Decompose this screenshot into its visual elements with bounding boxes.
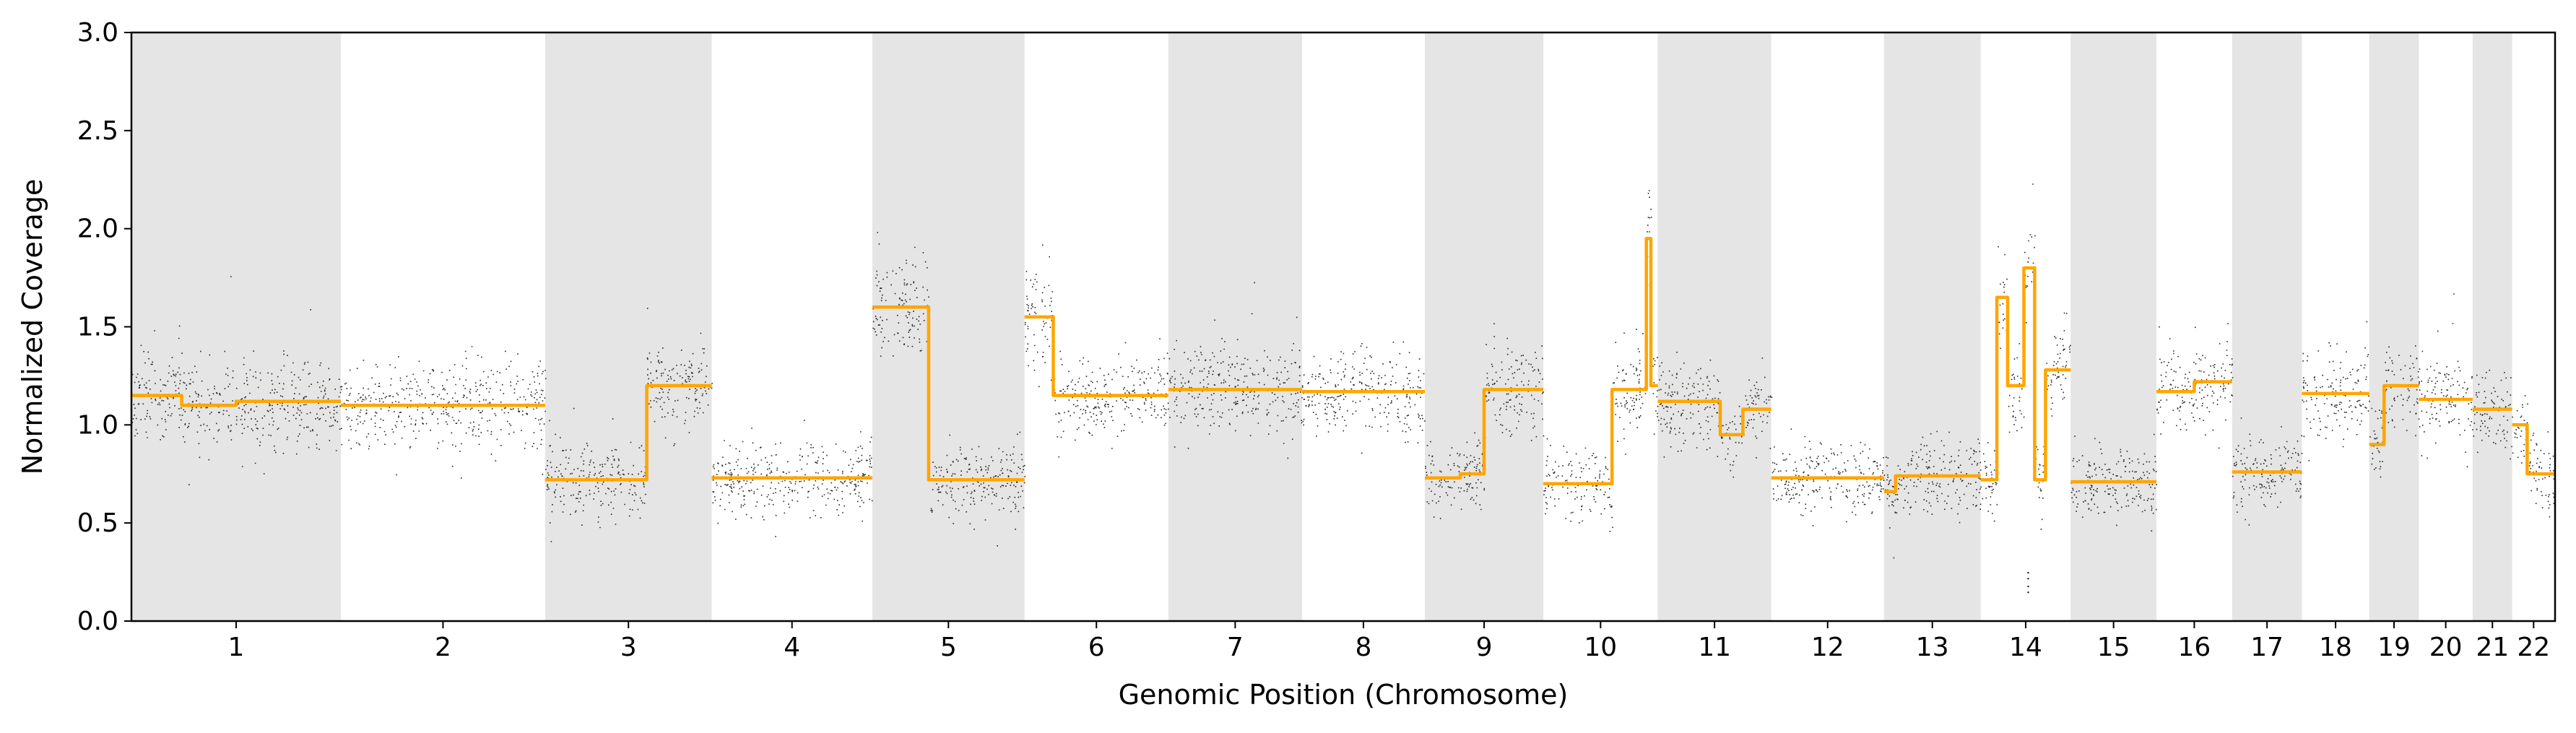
chromosome-band-19 xyxy=(2369,32,2419,621)
x-tick-label-21: 21 xyxy=(2476,633,2509,662)
x-axis-ticks: 1 2 3 4 5 6 7 8 9 10 11 12 13 14 15 16 17 18 19 20 21 22 xyxy=(228,621,2550,662)
coverage-points-chr10 xyxy=(1543,190,1659,532)
x-axis-label: Genomic Position (Chromosome) xyxy=(1119,679,1569,711)
coverage-points-chr9 xyxy=(1425,323,1545,519)
coverage-points-chr18 xyxy=(2302,321,2370,461)
x-tick-label-8: 8 xyxy=(1355,633,1371,662)
x-tick-label-18: 18 xyxy=(2319,633,2352,662)
x-tick-label-15: 15 xyxy=(2097,633,2130,662)
segment-line-chr11 xyxy=(1657,399,1771,437)
x-tick-label-11: 11 xyxy=(1698,633,1731,662)
x-tick-label-9: 9 xyxy=(1476,633,1493,662)
x-tick-label-4: 4 xyxy=(784,633,800,662)
chromosome-band-21 xyxy=(2472,32,2512,621)
x-tick-label-7: 7 xyxy=(1227,633,1244,662)
x-tick-label-6: 6 xyxy=(1088,633,1105,662)
y-tick-label: 3.0 xyxy=(77,18,118,48)
segment-line-chr9 xyxy=(1425,388,1544,480)
coverage-points-chr20 xyxy=(2419,293,2473,468)
x-tick-label-13: 13 xyxy=(1916,633,1949,662)
chromosome-band-11 xyxy=(1657,32,1771,621)
coverage-points-chr21 xyxy=(2473,369,2513,460)
x-tick-label-16: 16 xyxy=(2178,633,2211,662)
x-tick-label-3: 3 xyxy=(620,633,637,662)
outlier-point xyxy=(2027,586,2029,588)
plot-frame xyxy=(130,31,2557,623)
y-tick-label: 1.5 xyxy=(77,313,118,342)
chromosome-band-15 xyxy=(2070,32,2157,621)
coverage-points-chr19 xyxy=(2369,345,2420,478)
outlier-point xyxy=(2027,572,2029,574)
x-tick-label-1: 1 xyxy=(228,633,245,662)
segment-line-chr10 xyxy=(1543,237,1658,486)
outlier-point xyxy=(2027,591,2029,594)
segment-line-chr6 xyxy=(1024,315,1168,397)
x-tick-label-20: 20 xyxy=(2429,633,2463,662)
coverage-points-chr22 xyxy=(2512,395,2556,518)
chromosome-band-5 xyxy=(872,32,1025,621)
segment-line-chr3 xyxy=(545,383,712,482)
coverage-points-chr8 xyxy=(1302,341,1426,454)
chromosome-bands xyxy=(131,32,2512,621)
outlier-point xyxy=(2027,578,2029,580)
chromosome-band-13 xyxy=(1883,32,1981,621)
segment-line-chr13 xyxy=(1883,474,1981,493)
y-tick-label: 0.5 xyxy=(77,508,118,538)
x-tick-label-10: 10 xyxy=(1584,633,1617,662)
y-tick-label: 0.0 xyxy=(77,607,118,636)
coverage-points-chr2 xyxy=(341,346,547,479)
chromosome-band-17 xyxy=(2232,32,2302,621)
chromosome-band-7 xyxy=(1168,32,1302,621)
segment-line-chr19 xyxy=(2369,383,2419,446)
segment-line-chr5 xyxy=(872,305,1025,482)
x-tick-label-17: 17 xyxy=(2250,633,2284,662)
segment-lines xyxy=(131,237,2555,493)
segment-line-chr1 xyxy=(131,394,341,407)
plot-border xyxy=(130,31,2557,623)
x-tick-label-19: 19 xyxy=(2377,633,2411,662)
y-tick-label: 2.5 xyxy=(77,116,118,146)
x-tick-label-22: 22 xyxy=(2517,633,2550,662)
x-tick-label-12: 12 xyxy=(1811,633,1844,662)
x-tick-label-5: 5 xyxy=(940,633,957,662)
y-axis-label: Normalized Coverage xyxy=(17,179,48,475)
coverage-points-chr6 xyxy=(1024,244,1169,458)
y-axis-ticks: 0.0 0.5 1.0 1.5 2.0 2.5 3.0 xyxy=(77,18,131,636)
segment-line-chr22 xyxy=(2512,423,2555,476)
chromosome-band-3 xyxy=(545,32,712,621)
y-tick-label: 2.0 xyxy=(77,214,118,244)
y-tick-label: 1.0 xyxy=(77,410,118,440)
coverage-points xyxy=(131,183,2556,594)
x-tick-label-14: 14 xyxy=(2009,633,2042,662)
segment-line-chr16 xyxy=(2156,380,2232,394)
x-tick-label-2: 2 xyxy=(435,633,451,662)
segment-line-chr14 xyxy=(1980,266,2071,482)
coverage-points-chr11 xyxy=(1657,352,1773,478)
chromosome-band-1 xyxy=(131,32,341,621)
chromosome-band-9 xyxy=(1424,32,1544,621)
